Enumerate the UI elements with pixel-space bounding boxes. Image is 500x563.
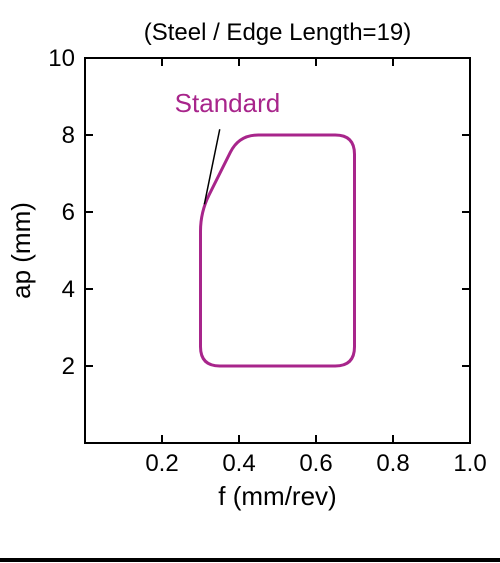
x-tick-label: 1.0: [453, 450, 486, 477]
x-tick-label: 0.4: [222, 450, 255, 477]
x-tick-label: 0.8: [376, 450, 409, 477]
x-axis-label: f (mm/rev): [218, 481, 336, 511]
x-tick-label: 0.6: [299, 450, 332, 477]
cutting-params-chart: (Steel / Edge Length=19) 0.2 0.4 0.6 0.8 1.0 2…: [0, 0, 500, 563]
y-tick-label: 10: [48, 45, 75, 72]
chart-title: (Steel / Edge Length=19): [144, 19, 412, 46]
series-label-standard: Standard: [175, 88, 281, 118]
chart-bg: [0, 0, 500, 563]
y-tick-label: 2: [62, 353, 75, 380]
y-axis-label: ap (mm): [6, 202, 36, 299]
x-tick-label: 0.2: [145, 450, 178, 477]
y-tick-label: 8: [62, 122, 75, 149]
y-tick-label: 6: [62, 199, 75, 226]
y-tick-label: 4: [62, 276, 75, 303]
